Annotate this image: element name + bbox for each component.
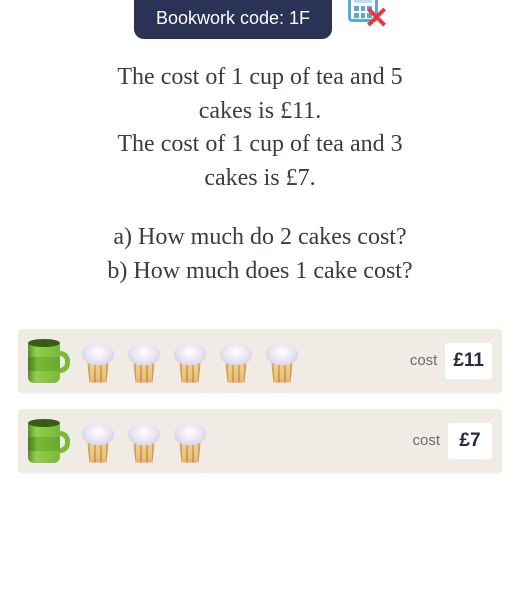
cost-block: cost £11 [410,343,492,379]
cupcake-icon [170,337,210,385]
cost-value: £7 [448,423,492,459]
item-group [24,415,210,467]
problem-line-2: cakes is £11. [199,98,321,124]
problem-line-3: The cost of 1 cup of tea and 3 [117,131,402,157]
cost-block: cost £7 [412,423,492,459]
item-group [24,335,302,387]
question-b: b) How much does 1 cake cost? [107,258,412,284]
cost-label: cost [410,352,438,369]
questions: a) How much do 2 cakes cost? b) How much… [0,221,520,288]
cupcake-icon [216,337,256,385]
tea-cup-icon [24,415,72,467]
equation-row: cost £7 [18,409,502,473]
cupcake-icon [78,417,118,465]
problem-line-1: The cost of 1 cup of tea and 5 [117,64,402,90]
cupcake-icon [170,417,210,465]
cupcake-icon [124,417,164,465]
bookwork-badge: Bookwork code: 1F [134,0,332,39]
question-a: a) How much do 2 cakes cost? [113,224,406,250]
visual-equations: cost £11 cost £7 [0,329,520,473]
cupcake-icon [124,337,164,385]
cost-label: cost [412,432,440,449]
cupcake-icon [78,337,118,385]
tea-cup-icon [24,335,72,387]
calculator-disabled-icon: ✕ [346,0,386,36]
equation-row: cost £11 [18,329,502,393]
cupcake-icon [262,337,302,385]
problem-line-4: cakes is £7. [204,165,315,191]
problem-statement: The cost of 1 cup of tea and 5 cakes is … [0,61,520,195]
cost-value: £11 [445,343,492,379]
